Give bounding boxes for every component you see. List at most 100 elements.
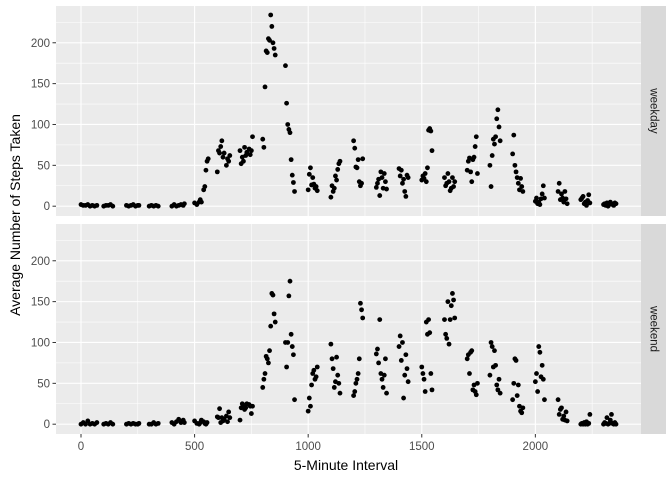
data-point bbox=[351, 138, 357, 144]
data-point bbox=[514, 393, 520, 398]
data-point bbox=[471, 154, 477, 160]
data-point bbox=[333, 173, 338, 179]
data-point bbox=[492, 141, 497, 147]
data-point bbox=[264, 50, 270, 55]
data-point bbox=[214, 169, 220, 175]
x-tick-label: 2000 bbox=[523, 441, 549, 453]
data-point bbox=[354, 165, 360, 171]
data-point bbox=[308, 165, 313, 171]
data-point bbox=[587, 411, 593, 417]
data-point bbox=[329, 356, 335, 362]
data-point bbox=[218, 144, 224, 149]
data-point bbox=[513, 358, 519, 363]
data-point bbox=[383, 356, 388, 362]
data-point bbox=[313, 184, 319, 189]
data-point bbox=[375, 346, 380, 352]
data-point bbox=[403, 193, 409, 199]
data-point bbox=[539, 362, 545, 368]
data-points bbox=[78, 12, 619, 209]
facet-panels: 0 50 100 150 200 weekday 0 50 100 150 200 weekend bbox=[31, 6, 666, 434]
data-point bbox=[398, 167, 404, 173]
data-point bbox=[352, 389, 358, 394]
data-point bbox=[292, 397, 297, 403]
data-point bbox=[535, 389, 541, 394]
data-point bbox=[451, 184, 456, 189]
data-point bbox=[442, 175, 447, 181]
data-point bbox=[452, 315, 458, 321]
data-point bbox=[270, 40, 276, 46]
x-axis: 0 500 1000 1500 2000 bbox=[78, 434, 548, 453]
data-point bbox=[205, 156, 211, 162]
data-point bbox=[260, 136, 266, 142]
data-point bbox=[542, 397, 547, 403]
data-point bbox=[283, 63, 288, 69]
data-point bbox=[384, 186, 389, 192]
data-point bbox=[496, 376, 502, 382]
data-point bbox=[285, 122, 291, 127]
y-tick-label: 50 bbox=[37, 378, 50, 390]
data-point bbox=[540, 376, 546, 382]
data-point bbox=[355, 371, 361, 376]
data-point bbox=[351, 393, 357, 398]
data-point bbox=[335, 372, 341, 378]
data-point bbox=[221, 150, 227, 156]
data-point bbox=[110, 421, 116, 427]
data-point bbox=[402, 372, 408, 378]
data-point bbox=[519, 410, 525, 416]
data-point bbox=[587, 200, 593, 206]
data-point bbox=[267, 37, 272, 43]
data-point bbox=[261, 376, 267, 382]
data-point bbox=[248, 148, 254, 154]
data-point bbox=[225, 419, 230, 425]
data-point bbox=[219, 138, 225, 144]
x-tick-label: 0 bbox=[78, 441, 84, 453]
data-point bbox=[445, 171, 451, 176]
y-tick-label: 200 bbox=[31, 38, 50, 50]
data-point bbox=[356, 356, 362, 362]
data-point bbox=[266, 360, 271, 366]
data-point bbox=[306, 395, 312, 401]
panel-background bbox=[56, 224, 641, 434]
data-point bbox=[237, 417, 243, 423]
data-point bbox=[373, 185, 379, 190]
data-point bbox=[445, 299, 451, 305]
data-point bbox=[513, 169, 519, 175]
data-point bbox=[444, 336, 450, 341]
data-point bbox=[310, 175, 316, 181]
data-point bbox=[227, 415, 233, 421]
data-point bbox=[555, 189, 561, 194]
data-point bbox=[398, 358, 404, 363]
data-point bbox=[559, 405, 564, 411]
facet-strip-label: weekend bbox=[648, 305, 660, 352]
data-point bbox=[397, 333, 403, 339]
data-point bbox=[331, 185, 337, 191]
data-point bbox=[379, 175, 385, 181]
data-point bbox=[226, 409, 232, 415]
data-point bbox=[497, 390, 503, 396]
data-point bbox=[586, 192, 592, 198]
data-point bbox=[291, 352, 296, 358]
data-point bbox=[241, 158, 246, 164]
data-point bbox=[202, 184, 208, 189]
data-point bbox=[270, 292, 276, 298]
data-point bbox=[328, 341, 334, 347]
data-point bbox=[376, 360, 381, 366]
data-point bbox=[520, 189, 526, 194]
data-point bbox=[287, 278, 293, 284]
y-tick-label: 200 bbox=[31, 256, 50, 268]
data-point bbox=[243, 405, 249, 411]
data-point bbox=[447, 317, 453, 322]
data-point bbox=[402, 189, 408, 194]
data-point bbox=[613, 421, 619, 427]
data-point bbox=[373, 351, 379, 357]
data-point bbox=[512, 162, 518, 168]
data-point bbox=[515, 382, 521, 388]
data-point bbox=[217, 406, 222, 412]
data-point bbox=[271, 311, 277, 317]
data-point bbox=[155, 420, 161, 426]
y-tick-label: 50 bbox=[37, 160, 50, 172]
data-point bbox=[336, 380, 342, 386]
data-point bbox=[496, 124, 502, 130]
data-point bbox=[422, 171, 428, 176]
